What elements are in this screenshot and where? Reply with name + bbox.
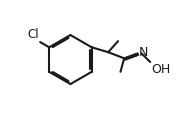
Text: OH: OH bbox=[151, 63, 170, 76]
Text: N: N bbox=[139, 46, 149, 59]
Text: Cl: Cl bbox=[28, 28, 39, 41]
